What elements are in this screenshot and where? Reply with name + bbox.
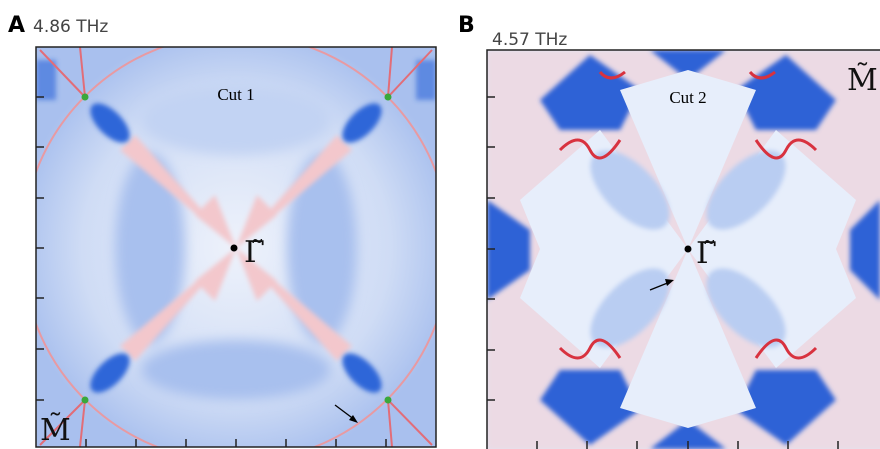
frequency: 4.57 THz	[492, 30, 567, 50]
panel-b: B 4.57 THz Cut 2 Γ̃ M̃	[458, 13, 880, 449]
center-point: Γ̃	[696, 236, 717, 271]
panel-label: B	[458, 13, 475, 38]
cut-label: Cut 1	[217, 85, 254, 104]
figure: A 4.86 THz Cut 1 Γ̃ M̃	[0, 0, 880, 449]
center-point: Γ̃	[244, 235, 265, 270]
frequency: 4.86 THz	[33, 17, 108, 37]
panel-a: A 4.86 THz Cut 1 Γ̃ M̃	[8, 13, 450, 449]
panel-b-map	[487, 50, 880, 449]
corner-point: M̃	[847, 63, 878, 98]
panel-label: A	[8, 13, 25, 38]
cut-label: Cut 2	[669, 88, 706, 107]
corner-point: M̃	[40, 413, 71, 448]
